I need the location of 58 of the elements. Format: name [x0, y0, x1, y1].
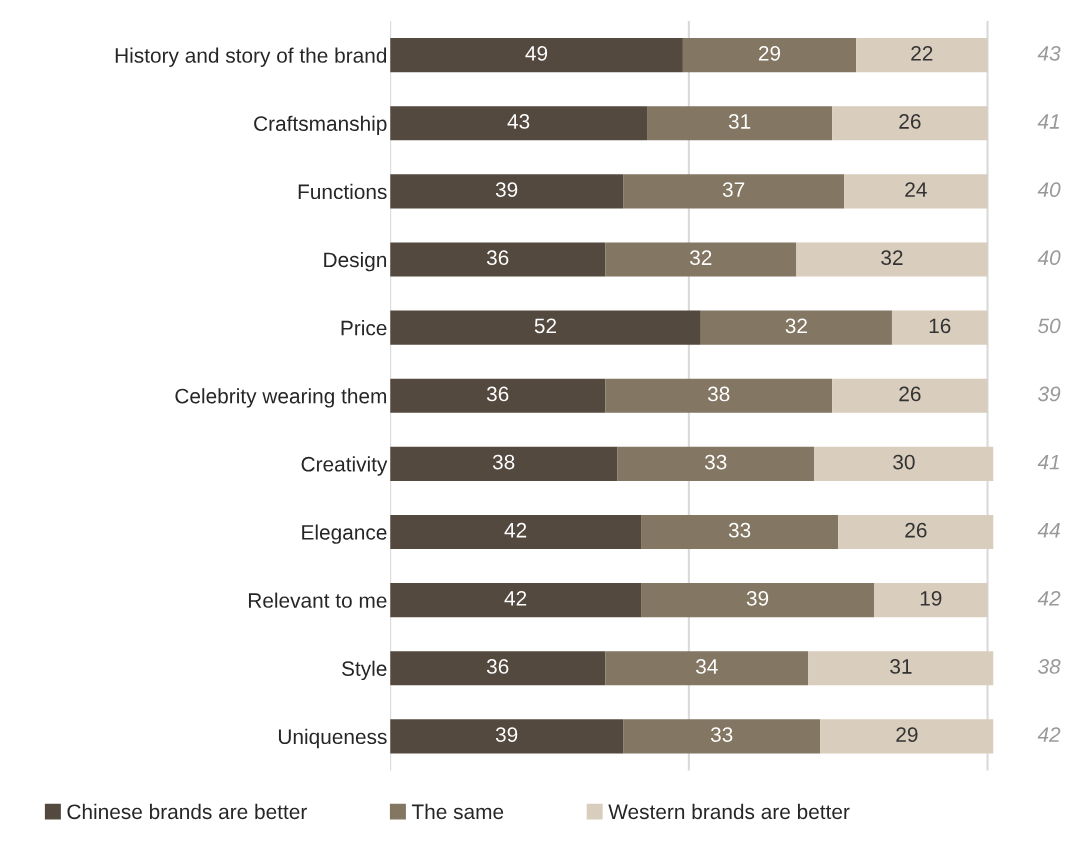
- data-label: 49: [525, 45, 548, 61]
- legend-label: The same: [411, 803, 504, 820]
- y-tick-label: Relevant to me: [248, 592, 387, 608]
- data-label: 32: [785, 318, 807, 334]
- data-label: 19: [920, 590, 942, 606]
- y-tick-label: Style: [342, 660, 387, 681]
- text: 50: [1037, 318, 1061, 334]
- data-label: 36: [486, 659, 509, 674]
- text: 40: [1037, 250, 1061, 266]
- data-label: 39: [495, 182, 518, 197]
- text: 43: [1037, 45, 1061, 61]
- legend-label: Western brands are better: [608, 803, 850, 820]
- data-label: 43: [507, 114, 530, 129]
- y-tick-label: Uniqueness: [278, 728, 387, 749]
- data-label: 30: [893, 454, 915, 470]
- data-label: 42: [504, 590, 527, 606]
- y-tick-label: Celebrity wearing them: [175, 388, 387, 408]
- data-label: 34: [695, 659, 718, 674]
- data-label: 42: [504, 522, 527, 538]
- data-label: 26: [905, 522, 927, 538]
- data-label: 26: [899, 114, 921, 129]
- data-label: 36: [486, 250, 509, 266]
- text: 38: [1037, 659, 1061, 674]
- data-label: 38: [492, 454, 515, 470]
- y-tick-label: Elegance: [302, 524, 387, 544]
- y-tick-label: Price: [341, 320, 387, 336]
- data-label: 31: [890, 659, 912, 674]
- data-label: 32: [881, 250, 903, 266]
- data-label: 22: [911, 45, 933, 61]
- data-label: 29: [896, 727, 918, 742]
- data-label: 36: [486, 386, 509, 402]
- data-label: 52: [534, 318, 557, 334]
- text: 41: [1037, 454, 1059, 470]
- y-tick-label: Craftsmanship: [254, 115, 387, 136]
- data-label: 39: [495, 727, 518, 742]
- text: 41: [1037, 114, 1059, 129]
- data-label: 24: [905, 182, 927, 197]
- data-label: 32: [690, 250, 712, 266]
- text: 42: [1037, 727, 1061, 742]
- data-label: 37: [722, 182, 745, 197]
- data-label: 33: [710, 727, 733, 742]
- y-tick-label: Creativity: [301, 456, 388, 476]
- y-tick-label: History and story of the brand: [115, 47, 387, 67]
- data-label: 39: [746, 590, 769, 606]
- text: 42: [1037, 590, 1061, 606]
- text: 40: [1037, 182, 1061, 197]
- data-label: 33: [704, 454, 727, 470]
- data-label: 31: [728, 114, 751, 129]
- text: 39: [1037, 386, 1061, 402]
- data-label: 26: [899, 386, 921, 402]
- data-label: 16: [929, 318, 951, 334]
- legend-label: Chinese brands are better: [67, 803, 307, 820]
- data-label: 29: [758, 45, 781, 61]
- text: 44: [1037, 523, 1060, 538]
- data-label: 33: [728, 522, 751, 538]
- y-tick-label: Design: [324, 251, 387, 272]
- y-tick-label: Functions: [298, 183, 387, 200]
- data-label: 38: [707, 386, 730, 402]
